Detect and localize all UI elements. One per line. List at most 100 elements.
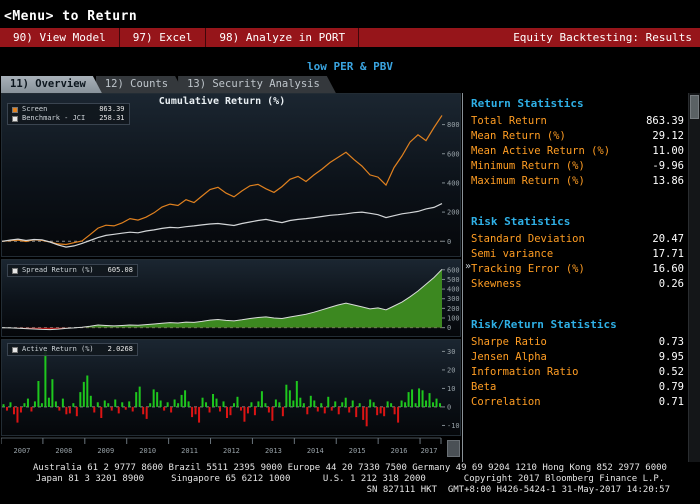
stat-value: 16.60 [652, 263, 684, 275]
section-header: Return Statistics [471, 97, 584, 110]
menubar-item-excel[interactable]: 97) Excel [120, 28, 207, 47]
stat-label: Total Return [471, 115, 547, 127]
stat-row: Semi variance 17.71 [471, 247, 684, 262]
menubar: 90) View Model 97) Excel 98) Analyze in … [0, 28, 700, 47]
legend-entry: Screen 863.39 [12, 105, 125, 114]
stat-label: Beta [471, 381, 497, 393]
cumulative-return-svg: 0 200 400 600 800 [2, 115, 460, 248]
svg-text:0: 0 [447, 238, 451, 246]
tab-bar: 11) Overview 12) Counts 13) Security Ana… [1, 76, 330, 93]
legend-value: 863.39 [99, 105, 125, 113]
stat-label: Sharpe Ratio [471, 336, 547, 348]
stat-row: Tracking Error (%) 16.60 [471, 262, 684, 277]
stat-value: 0.71 [658, 396, 684, 408]
svg-text:10: 10 [447, 385, 455, 393]
stats-sections: Return Statistics Total Return 863.39 Mean … [471, 95, 684, 436]
stat-row: Jensen Alpha 9.95 [471, 350, 684, 365]
section-header: Risk/Return Statistics [471, 318, 617, 331]
cumulative-return-chart[interactable]: Cumulative Return (%) Screen 863.39 Benchm… [1, 93, 461, 257]
stat-row: Mean Active Return (%) 11.00 [471, 144, 684, 159]
stat-row: Minimum Return (%) -9.96 [471, 159, 684, 174]
screen-title: Equity Backtesting: Results [513, 31, 692, 44]
stat-label: Maximum Return (%) [471, 175, 585, 187]
stats-section: Risk Statistics Standard Deviation 20.47 Se… [471, 215, 684, 292]
legend-swatch [12, 346, 18, 353]
stat-row: Maximum Return (%) 13.86 [471, 174, 684, 189]
svg-text:2010: 2010 [139, 447, 156, 455]
stats-section: Return Statistics Total Return 863.39 Mean … [471, 97, 684, 189]
menubar-spacer [359, 28, 505, 47]
menubar-item-view-model[interactable]: 90) View Model [0, 28, 120, 47]
menu-return-hint: <Menu> to Return [4, 9, 138, 24]
scrollbar-corner[interactable] [447, 440, 460, 457]
strategy-name-label: low PER & PBV [306, 60, 394, 73]
legend-label: Active Return (%) [22, 345, 94, 353]
svg-text:300: 300 [447, 295, 460, 303]
legend-label: Benchmark - JCI [22, 114, 86, 122]
svg-text:2012: 2012 [223, 447, 240, 455]
svg-text:200: 200 [447, 305, 460, 313]
stat-label: Correlation [471, 396, 541, 408]
chart-area: Cumulative Return (%) Screen 863.39 Benchm… [0, 93, 462, 462]
svg-text:-10: -10 [447, 422, 460, 430]
stat-value: 29.12 [652, 130, 684, 142]
svg-text:0: 0 [447, 324, 451, 332]
stat-value: 0.52 [658, 366, 684, 378]
stat-row: Standard Deviation 20.47 [471, 232, 684, 247]
stat-value: 0.26 [658, 278, 684, 290]
legend-value: 258.31 [99, 114, 125, 122]
stat-label: Standard Deviation [471, 233, 585, 245]
legend-label: Screen [22, 105, 48, 113]
svg-text:30: 30 [447, 348, 455, 356]
stat-value: 863.39 [646, 115, 684, 127]
svg-text:200: 200 [447, 209, 460, 217]
time-axis: 2007 2008 2009 2010 2011 2012 2013 2014 2015 2016… [0, 437, 461, 461]
legend-swatch [12, 106, 18, 113]
svg-text:600: 600 [447, 150, 460, 158]
stat-label: Minimum Return (%) [471, 160, 585, 172]
stat-row: Correlation 0.71 [471, 395, 684, 410]
cumulative-legend: Screen 863.39 Benchmark - JCI 258.31 [7, 103, 130, 125]
stat-row: Information Ratio 0.52 [471, 365, 684, 380]
stats-scrollbar-thumb[interactable] [690, 95, 699, 119]
stat-label: Jensen Alpha [471, 351, 547, 363]
svg-text:2017: 2017 [421, 447, 438, 455]
stat-label: Mean Return (%) [471, 130, 566, 142]
tab-security-analysis[interactable]: 13) Security Analysis [178, 76, 336, 93]
stats-scrollbar[interactable] [688, 93, 700, 462]
spread-legend: Spread Return (%) 605.08 [7, 264, 138, 277]
stats-section: Risk/Return Statistics Sharpe Ratio 0.73 Je… [471, 318, 684, 410]
legend-value: 605.08 [107, 266, 133, 274]
stat-row: Mean Return (%) 29.12 [471, 129, 684, 144]
svg-text:2013: 2013 [265, 447, 282, 455]
tab-overview[interactable]: 11) Overview [1, 76, 102, 93]
spread-return-chart[interactable]: Spread Return (%) 605.08 0 100 200 300 400 500… [1, 259, 461, 337]
active-return-svg: -10 0 10 20 30 [2, 348, 460, 430]
svg-text:2011: 2011 [181, 447, 198, 455]
stat-row: Skewness 0.26 [471, 277, 684, 292]
tab-counts[interactable]: 12) Counts [96, 76, 184, 93]
statistics-panel: » Return Statistics Total Return 863.39 Mea… [462, 93, 700, 462]
time-axis-svg: 2007 2008 2009 2010 2011 2012 2013 2014 2015 2016… [0, 437, 442, 455]
legend-entry: Benchmark - JCI 258.31 [12, 114, 125, 123]
legend-label: Spread Return (%) [22, 266, 94, 274]
stat-value: 13.86 [652, 175, 684, 187]
stat-label: Tracking Error (%) [471, 263, 585, 275]
active-return-chart[interactable]: Active Return (%) 2.0268 -10 0 10 20 30 [1, 339, 461, 436]
svg-text:2008: 2008 [55, 447, 72, 455]
panel-expander-icon[interactable]: » [465, 261, 472, 272]
menubar-item-analyze-port[interactable]: 98) Analyze in PORT [206, 28, 360, 47]
stat-label: Information Ratio [471, 366, 579, 378]
stat-value: 9.95 [658, 351, 684, 363]
svg-text:2009: 2009 [97, 447, 114, 455]
section-header: Risk Statistics [471, 215, 571, 228]
stat-value: 17.71 [652, 248, 684, 260]
svg-text:0: 0 [447, 403, 451, 411]
svg-text:400: 400 [447, 179, 460, 187]
svg-text:2015: 2015 [349, 447, 366, 455]
legend-entry: Spread Return (%) 605.08 [12, 266, 133, 275]
legend-value: 2.0268 [107, 345, 133, 353]
stat-value: 11.00 [652, 145, 684, 157]
